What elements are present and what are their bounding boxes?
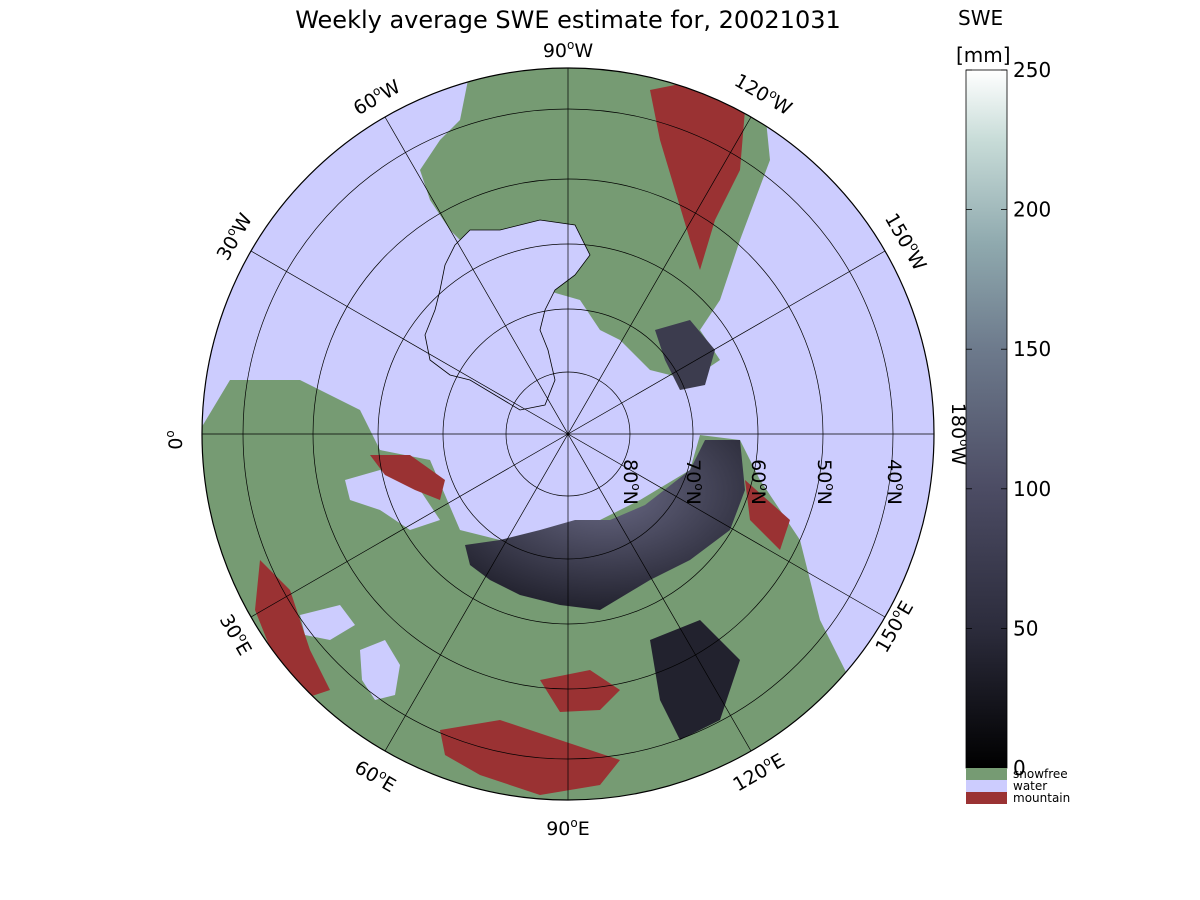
colorbar-ticks: 0 50 100 150 200 250 <box>966 58 1051 780</box>
kamchatka-mountain <box>745 480 790 550</box>
himalaya-mountain <box>440 720 620 795</box>
lon-label-0: 0o <box>163 430 187 449</box>
lon-label-90e: 90oE <box>546 816 590 840</box>
colorbar-tick-label: 100 <box>1013 477 1051 501</box>
caspian-water <box>360 640 400 700</box>
land-masses <box>202 68 850 800</box>
category-swatch-water <box>966 780 1007 792</box>
polar-map <box>201 67 935 801</box>
greenland-land <box>424 219 591 411</box>
baltic-water <box>345 470 440 530</box>
colorbar-tick-label: 50 <box>1013 616 1038 640</box>
colorbar: SWE [mm] 0 50 100 150 200 250 snowfreewatermo… <box>956 6 1070 805</box>
colorbar-tick-label: 200 <box>1013 198 1051 222</box>
colorbar-tick-label: 150 <box>1013 337 1051 361</box>
europe-mountain <box>255 560 330 700</box>
category-swatch-mountain <box>966 792 1007 804</box>
colorbar-title-unit: [mm] <box>956 43 1011 67</box>
graticule <box>202 68 934 800</box>
lon-label-90w: 90oW <box>543 38 594 62</box>
lat-label-40n: 40oN <box>883 459 907 505</box>
lon-label-60e: 60oE <box>351 755 401 798</box>
lat-label-70n: 70oN <box>682 459 706 505</box>
category-label-mountain: mountain <box>1013 791 1070 805</box>
altai-mountain <box>540 670 620 712</box>
alaska-snow <box>655 320 715 390</box>
colorbar-title-swe: SWE <box>958 6 1003 30</box>
map-title: Weekly average SWE estimate for, 2002103… <box>295 6 841 34</box>
colorbar-gradient <box>965 69 1008 769</box>
colorbar-tick-label: 250 <box>1013 58 1051 82</box>
scandinavia-mountain <box>370 455 445 500</box>
category-label-water: water <box>1013 779 1047 793</box>
category-swatch-snowfree <box>966 768 1007 780</box>
meridian-150w-30e <box>250 250 886 618</box>
black-sea-water <box>300 605 355 640</box>
lat-label-60n: 60oN <box>747 459 771 505</box>
rockies-mountain <box>650 80 745 270</box>
lat-label-80n: 80oN <box>619 459 643 505</box>
lon-label-180w: 180oW <box>947 403 971 466</box>
central-asia-snow <box>650 620 740 740</box>
category-label-snowfree: snowfree <box>1013 767 1068 781</box>
lat-label-50n: 50oN <box>813 459 837 505</box>
map-border <box>201 67 935 801</box>
siberia-snow <box>465 440 745 610</box>
latitude-labels: 80oN 70oN 60oN 50oN 40oN <box>619 459 907 505</box>
colorbar-tick-label: 0 <box>1013 756 1026 780</box>
